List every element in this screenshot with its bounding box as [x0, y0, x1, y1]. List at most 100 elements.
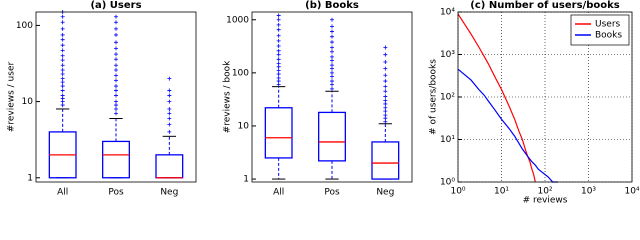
flier — [60, 63, 65, 68]
x-tick-label: 10¹ — [494, 187, 509, 197]
x-tick-label: Neg — [376, 188, 394, 198]
flier — [60, 88, 65, 93]
flier — [276, 52, 281, 57]
flier — [276, 57, 281, 62]
flier — [114, 84, 118, 89]
box — [155, 154, 184, 179]
line — [457, 13, 536, 183]
flier — [167, 129, 172, 134]
flier — [60, 58, 65, 63]
flier — [383, 52, 388, 57]
flier — [330, 49, 334, 54]
y-tick-label: 1 — [243, 175, 249, 185]
flier — [330, 40, 334, 45]
flier — [383, 45, 388, 50]
plot-frame — [35, 11, 197, 183]
flier — [60, 76, 65, 81]
y-tick-label: 1 — [27, 173, 33, 183]
flier — [383, 105, 388, 110]
flier — [330, 58, 334, 63]
flier — [330, 54, 334, 59]
flier — [383, 89, 388, 94]
chart-title: (b) Books — [305, 0, 359, 11]
flier — [330, 34, 334, 39]
flier — [276, 17, 281, 22]
figure: (a) Users #reviews / user 1 10 100 All Pos Neg (… — [7, 0, 640, 204]
flier — [60, 93, 65, 98]
x-tick-label: 10⁰ — [450, 187, 465, 197]
y-tick-label: 1000 — [226, 15, 249, 25]
flier — [60, 37, 65, 42]
legend-label: Books — [595, 31, 622, 41]
flier — [276, 48, 281, 53]
flier — [276, 33, 281, 38]
box — [371, 141, 400, 180]
flier — [114, 14, 118, 19]
flier — [114, 106, 118, 111]
flier — [114, 67, 118, 72]
y-axis-label: #reviews / book — [223, 60, 233, 133]
flier — [114, 57, 118, 62]
x-tick-label: Pos — [108, 188, 124, 198]
y-tick-label: 10² — [440, 93, 455, 103]
flier — [330, 24, 334, 29]
flier — [114, 26, 118, 31]
x-tick-label: All — [57, 188, 68, 198]
chart-title: (a) Users — [90, 0, 141, 11]
y-tick-label: 10⁰ — [440, 178, 455, 188]
flier — [330, 79, 334, 84]
flier — [383, 119, 388, 124]
flier — [60, 72, 65, 77]
flier — [114, 103, 118, 108]
flier — [383, 94, 388, 99]
x-tick-label: All — [273, 188, 284, 198]
x-tick-label: 10³ — [581, 187, 596, 197]
flier — [60, 80, 65, 85]
y-tick-label: 10 — [22, 97, 34, 107]
flier — [114, 99, 118, 104]
flier — [330, 29, 334, 34]
y-tick-label: 10 — [238, 121, 250, 131]
y-tick-label: 100 — [16, 21, 33, 31]
y-tick-label: 100 — [232, 68, 249, 78]
flier — [167, 76, 172, 81]
flier — [330, 17, 334, 22]
flier — [60, 103, 65, 108]
flier — [114, 20, 118, 25]
flier — [276, 61, 281, 66]
flier — [60, 43, 65, 48]
flier — [383, 79, 388, 84]
flier — [276, 76, 281, 81]
y-tick-label: 10⁴ — [440, 8, 455, 18]
flier — [276, 27, 281, 32]
flier — [114, 63, 118, 68]
flier — [114, 111, 118, 116]
line — [457, 68, 559, 183]
flier — [330, 74, 334, 79]
flier — [167, 116, 172, 121]
flier — [276, 82, 281, 87]
y-axis-label: #reviews / user — [7, 62, 17, 133]
flier — [167, 93, 172, 98]
flier — [60, 48, 65, 53]
flier — [383, 66, 388, 71]
box — [264, 107, 293, 159]
flier — [383, 98, 388, 103]
flier — [330, 45, 334, 50]
flier — [167, 122, 172, 127]
flier — [60, 53, 65, 58]
flier — [114, 93, 118, 98]
box — [318, 111, 346, 162]
flier — [276, 22, 281, 27]
flier — [114, 88, 118, 93]
flier — [114, 46, 118, 51]
flier — [383, 113, 388, 118]
legend-label: Users — [595, 20, 621, 30]
flier — [60, 20, 65, 25]
flier — [167, 106, 172, 111]
flier — [330, 66, 334, 71]
flier — [167, 99, 172, 104]
flier — [276, 38, 281, 43]
flier — [60, 14, 65, 19]
x-tick-label: 10² — [537, 187, 552, 197]
